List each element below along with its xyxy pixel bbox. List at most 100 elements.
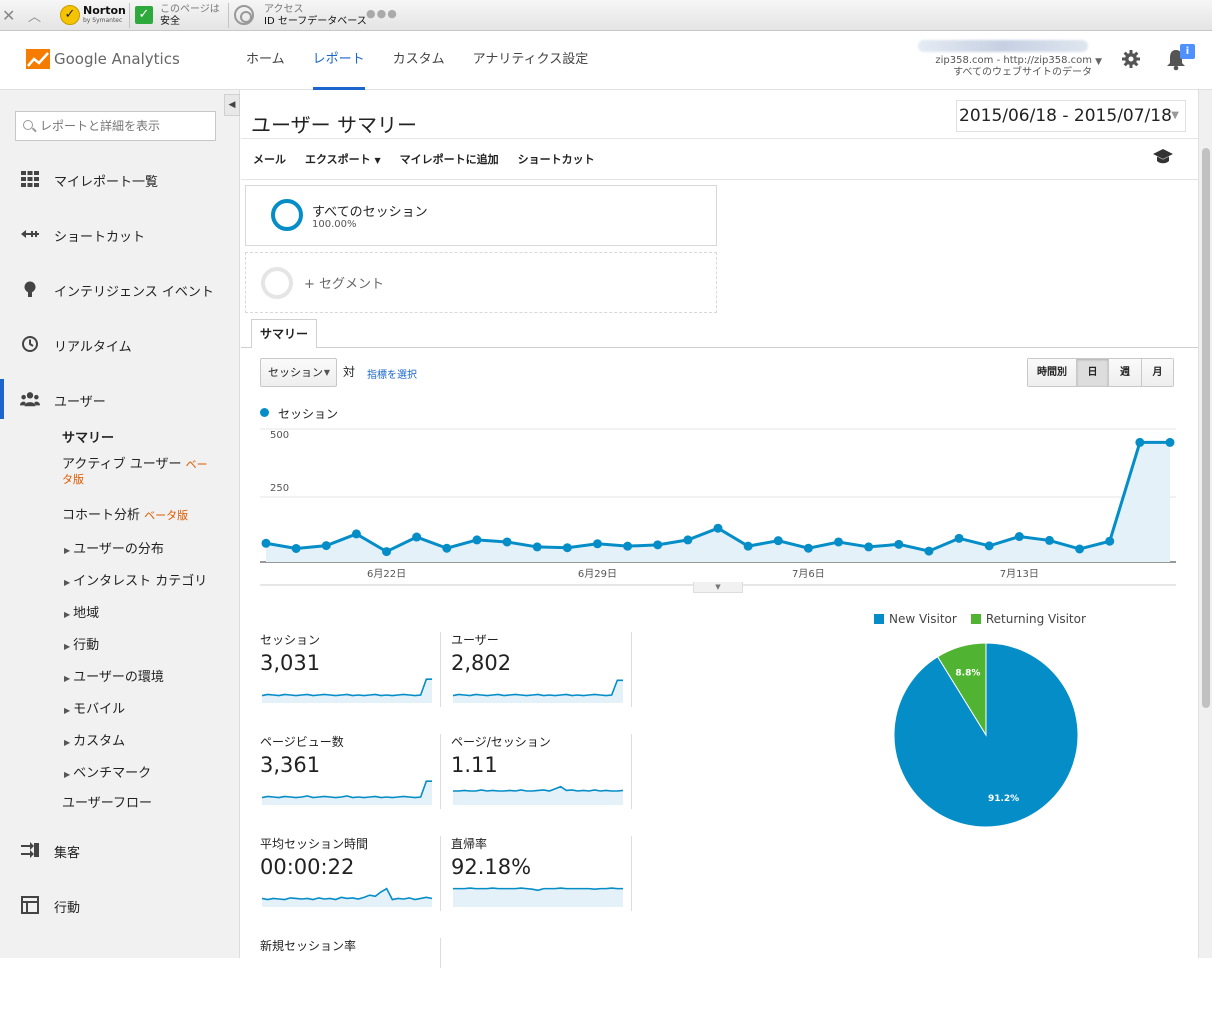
analytics-logo-icon[interactable]	[26, 49, 50, 69]
sidebar-sub-label: アクティブ ユーザー	[62, 457, 182, 472]
triangle-right-icon: ▶	[64, 546, 71, 555]
sidebar-sub-overview[interactable]: サマリー	[62, 427, 114, 446]
app-logo-text[interactable]: Google Analytics	[54, 50, 180, 68]
sparkline-area	[262, 888, 432, 907]
shortcut-arrow-icon	[21, 230, 39, 238]
vs-label: 対	[343, 365, 356, 379]
divider	[631, 836, 632, 911]
sessions-line-chart[interactable]: 500 250 6月22日 6月29日 7月6日 7月13日	[260, 428, 1176, 594]
more-dots-icon[interactable]: ●●●	[366, 7, 398, 20]
period-month-button[interactable]: 月	[1141, 359, 1173, 386]
period-day-button[interactable]: 日	[1076, 359, 1108, 386]
triangle-right-icon: ▶	[64, 738, 71, 747]
sidebar-sub-label: ユーザーの環境	[73, 670, 164, 685]
pie-slice-label: 8.8%	[955, 668, 980, 678]
sidebar-sub-mobile[interactable]: ▶ モバイル	[64, 698, 125, 717]
sidebar-sub-demographics[interactable]: ▶ ユーザーの分布	[64, 538, 164, 557]
clock-icon	[22, 336, 38, 352]
sidebar-item-label: ショートカット	[54, 230, 146, 245]
sidebar-item-acquisition[interactable]: 集客	[0, 830, 239, 870]
data-point	[351, 529, 361, 539]
select-metric-link[interactable]: 指標を選択	[367, 370, 417, 381]
sidebar-sub-benchmark[interactable]: ▶ ベンチマーク	[64, 762, 151, 781]
sidebar-sub-users-flow[interactable]: ユーザーフロー	[62, 792, 152, 811]
search-input[interactable]	[40, 119, 210, 133]
norton-logo[interactable]: ✓ Norton by Symantec	[60, 4, 126, 26]
gear-icon[interactable]	[1121, 49, 1141, 69]
tab-summary[interactable]: サマリー	[251, 319, 317, 348]
tab-admin[interactable]: アナリティクス設定	[472, 52, 589, 67]
metric-select[interactable]: セッション ▼	[260, 358, 337, 387]
date-range-picker[interactable]: 2015/06/18 - 2015/07/18 ▼	[956, 100, 1186, 132]
scorecard-sessions[interactable]: セッション 3,031	[260, 625, 450, 705]
scorecard-bounce-rate[interactable]: 直帰率 92.18%	[451, 829, 641, 909]
scorecard-pageviews[interactable]: ページビュー数 3,361	[260, 727, 450, 807]
segment-all-sessions[interactable]: すべてのセッション 100.00%	[245, 185, 717, 246]
data-point	[1165, 437, 1175, 447]
sidebar-item-my-reports[interactable]: マイレポート一覧	[0, 159, 239, 199]
sparkline-area	[262, 781, 432, 805]
divider	[241, 179, 1198, 180]
sparkline-line	[262, 678, 432, 697]
sparkline	[453, 679, 623, 703]
scorecard-avg-session-duration[interactable]: 平均セッション時間 00:00:22	[260, 829, 450, 909]
sidebar-item-audience[interactable]: ユーザー	[0, 379, 239, 419]
safe-check-icon[interactable]: ✓	[135, 6, 153, 24]
sidebar-sub-geo[interactable]: ▶ 地域	[64, 602, 99, 621]
shortcut-button[interactable]: ショートカット	[517, 153, 595, 166]
sidebar-sub-active-users[interactable]: アクティブ ユーザー ベータ版	[62, 457, 212, 487]
chevron-down-icon: ▼	[374, 156, 381, 165]
page-title: ユーザー サマリー	[251, 113, 417, 137]
sidebar-sub-cohort[interactable]: コホート分析 ベータ版	[62, 504, 188, 523]
period-week-button[interactable]: 週	[1108, 359, 1141, 386]
legend-new-visitor[interactable]: New Visitor	[874, 612, 957, 626]
scorecard-users[interactable]: ユーザー 2,802	[451, 625, 641, 705]
sidebar-sub-custom[interactable]: ▶ カスタム	[64, 730, 125, 749]
scorecard-label: 直帰率	[451, 837, 488, 851]
email-button[interactable]: メール	[253, 153, 286, 166]
visitor-type-pie-chart[interactable]: 91.2% 8.8%	[891, 640, 1081, 830]
data-point	[713, 523, 723, 533]
period-hourly-button[interactable]: 時間別	[1028, 359, 1076, 386]
period-toggle: 時間別 日 週 月	[1027, 358, 1174, 387]
graduation-cap-icon[interactable]	[1152, 148, 1174, 166]
tab-reports[interactable]: レポート	[299, 31, 379, 90]
sparkline	[262, 678, 432, 703]
sidebar-item-shortcuts[interactable]: ショートカット	[0, 214, 239, 254]
add-segment[interactable]: + セグメント	[245, 252, 717, 313]
close-icon[interactable]: ✕	[2, 6, 16, 25]
sidebar-sub-behavior[interactable]: ▶ 行動	[64, 634, 99, 653]
sidebar-sub-technology[interactable]: ▶ ユーザーの環境	[64, 666, 164, 685]
sidebar-item-behavior[interactable]: 行動	[0, 885, 239, 925]
scorecard-value: 3,361	[260, 753, 321, 777]
notification-badge[interactable]: i	[1180, 44, 1195, 59]
account-selector[interactable]: zip358.com - http://zip358.com すべてのウェブサイ…	[912, 40, 1102, 79]
tab-home[interactable]: ホーム	[246, 52, 285, 67]
sidebar-item-label: ユーザー	[54, 395, 106, 410]
page-scrollbar[interactable]	[1198, 90, 1212, 958]
scrollbar-thumb[interactable]	[1202, 148, 1210, 708]
sidebar-item-intelligence[interactable]: インテリジェンス イベント	[0, 269, 239, 309]
scorecard-label: 新規セッション率	[260, 939, 357, 953]
identity-safe-icon[interactable]	[234, 5, 254, 25]
data-point	[773, 536, 783, 546]
sparkline	[453, 887, 623, 907]
identity-safe[interactable]: アクセス ID セーフデータベース	[264, 4, 367, 28]
expand-chart-handle[interactable]: ▼	[693, 582, 743, 593]
collapse-sidebar-button[interactable]: ◀	[224, 94, 240, 116]
tab-custom[interactable]: カスタム	[392, 52, 445, 67]
sparkline-line	[453, 887, 623, 892]
scorecard-new-sessions[interactable]: 新規セッション率	[260, 931, 450, 1011]
safe-status[interactable]: このページは 安全	[160, 4, 220, 28]
chevron-up-icon[interactable]: ︿	[28, 10, 42, 25]
divider	[631, 632, 632, 707]
sidebar-sub-interests[interactable]: ▶ インタレスト カテゴリ	[64, 570, 207, 589]
sparkline-line	[453, 679, 623, 697]
scorecard-pages-per-session[interactable]: ページ/セッション 1.11	[451, 727, 641, 807]
add-to-dashboard-button[interactable]: マイレポートに追加	[399, 153, 499, 166]
report-search[interactable]	[15, 111, 216, 141]
beta-badge: ベータ版	[144, 509, 189, 522]
legend-returning-visitor[interactable]: Returning Visitor	[970, 612, 1086, 626]
export-button[interactable]: エクスポート ▼	[305, 151, 381, 167]
sidebar-item-realtime[interactable]: リアルタイム	[0, 324, 239, 364]
